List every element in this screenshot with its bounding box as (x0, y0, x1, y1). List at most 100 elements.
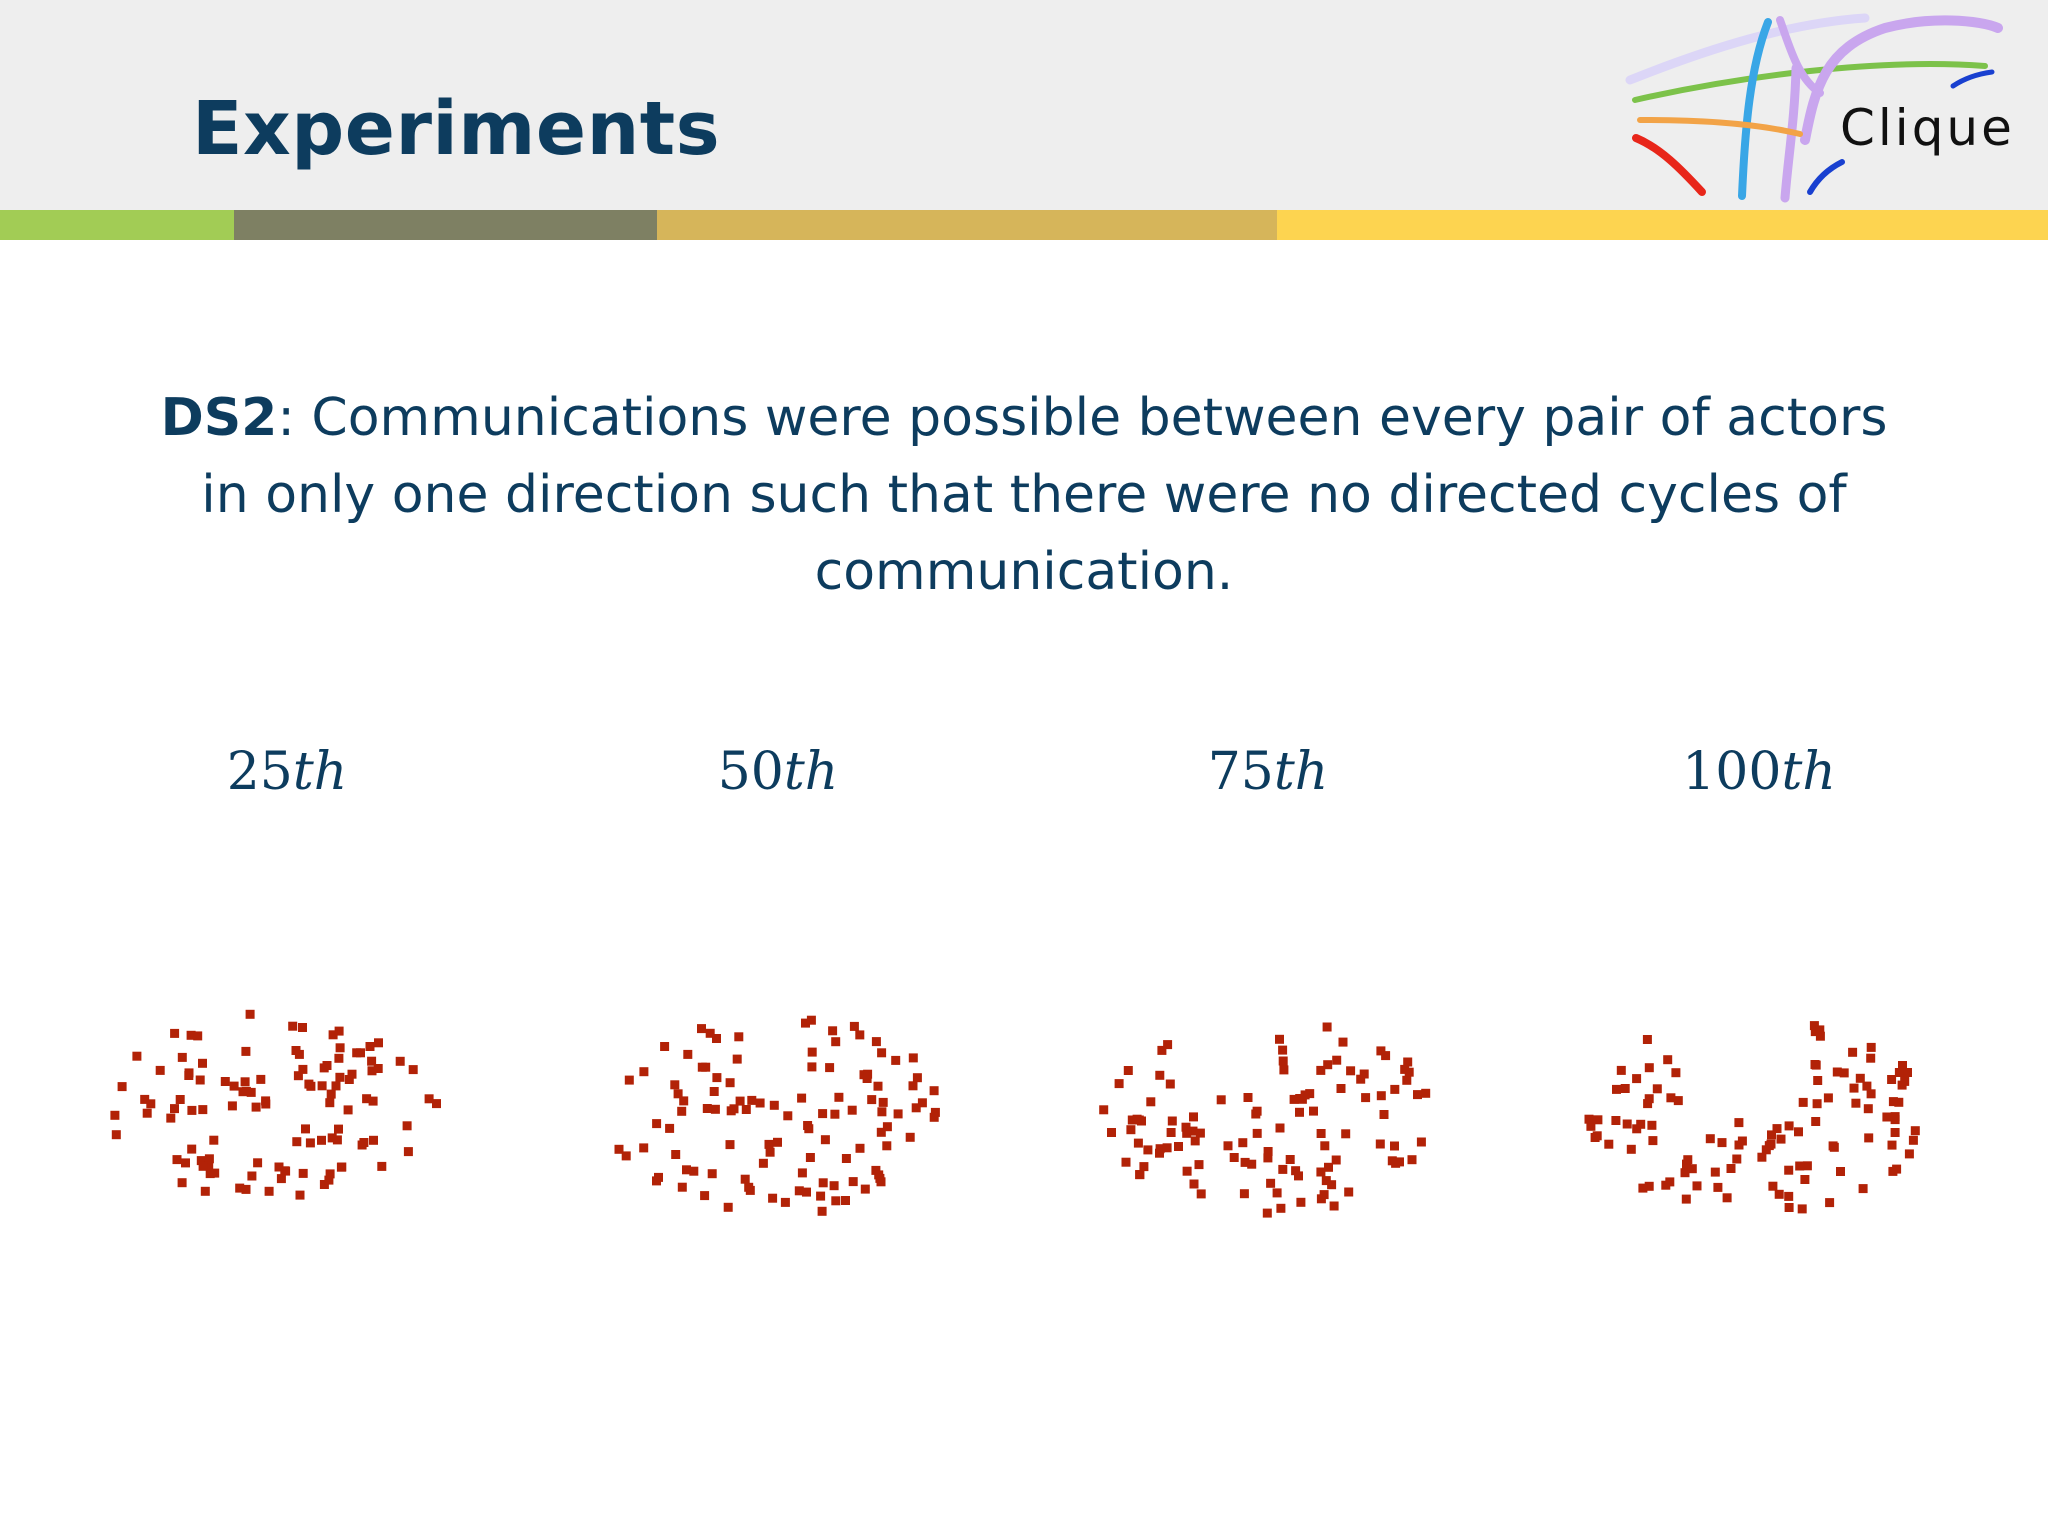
scatter-point (614, 1144, 624, 1154)
scatter-point (707, 1169, 717, 1179)
scatter-panel-2 (614, 1015, 940, 1216)
scatter-point (877, 1048, 887, 1058)
scatter-point (652, 1119, 662, 1129)
scatter-panel-4 (1584, 1021, 1920, 1214)
scatter-point (1604, 1139, 1614, 1149)
stripe-olive (234, 210, 657, 240)
scatter-point (331, 1081, 341, 1091)
scatter-point (1361, 1093, 1371, 1103)
scatter-point (301, 1124, 310, 1134)
scatter-point (229, 1081, 239, 1091)
scatter-point (818, 1109, 828, 1119)
scatter-point (1390, 1141, 1399, 1151)
scatter-point (1133, 1138, 1143, 1148)
scatter-point (256, 1074, 266, 1084)
scatter-point (882, 1141, 892, 1151)
scatter-point (317, 1081, 327, 1091)
scatter-point (240, 1077, 250, 1087)
scatter-point (1229, 1153, 1239, 1162)
scatter-point (1295, 1107, 1304, 1117)
scatter-point (1692, 1181, 1702, 1191)
scatter-point (1811, 1060, 1821, 1070)
scatter-point (1407, 1155, 1417, 1165)
dataset-description: : Communications were possible between e… (201, 388, 1888, 602)
panel-label-75: 75th (1118, 746, 1418, 798)
scatter-point (198, 1058, 207, 1068)
scatter-point (175, 1095, 185, 1104)
scatter-point (1722, 1193, 1732, 1203)
scatter-point (1764, 1141, 1774, 1151)
scatter-point (1612, 1084, 1621, 1094)
scatter-point (848, 1177, 858, 1187)
scatter-point (1289, 1094, 1299, 1104)
scatter-point (1167, 1116, 1177, 1126)
scatter-point (1223, 1141, 1233, 1151)
scatter-point (697, 1062, 707, 1072)
scatter-point (1888, 1166, 1898, 1176)
scatter-point (367, 1056, 377, 1066)
scatter-point (1195, 1128, 1205, 1138)
scatter-point (1416, 1137, 1426, 1147)
scatter-point (1717, 1138, 1727, 1148)
scatter-point (1910, 1126, 1920, 1136)
scatter-point (876, 1127, 886, 1137)
scatter-point (797, 1168, 807, 1178)
scatter-point (1642, 1035, 1652, 1044)
scatter-point (1828, 1141, 1838, 1151)
scatter-point (334, 1026, 344, 1036)
scatter-point (1403, 1057, 1413, 1067)
logo-stroke-purple-arc (1800, 15, 2003, 145)
scatter-point (198, 1105, 208, 1115)
scatter-point (334, 1124, 343, 1134)
scatter-point (170, 1104, 179, 1114)
scatter-point (1146, 1097, 1156, 1107)
scatter-point (1681, 1194, 1691, 1204)
scatter-point (1189, 1112, 1198, 1122)
scatter-point (1767, 1130, 1776, 1140)
scatter-point (235, 1183, 245, 1193)
scatter-point (210, 1168, 220, 1178)
scatter-point (403, 1147, 413, 1157)
scatter-point (1275, 1034, 1284, 1044)
scatter-point (1797, 1204, 1807, 1214)
scatter-panel-3 (1099, 1022, 1431, 1218)
scatter-point (765, 1147, 775, 1157)
scatter-point (187, 1105, 197, 1115)
scatter-point (264, 1186, 274, 1196)
scatter-point (1099, 1105, 1109, 1115)
scatter-point (891, 1055, 901, 1065)
scatter-point (871, 1037, 881, 1047)
panel-number: 50 (717, 742, 784, 802)
scatter-point (679, 1096, 689, 1106)
scatter-point (773, 1137, 782, 1147)
scatter-point (1262, 1208, 1272, 1218)
scatter-point (1795, 1161, 1805, 1171)
scatter-point (1887, 1140, 1897, 1150)
scatter-point (198, 1161, 208, 1171)
scatter-point (807, 1047, 817, 1057)
scatter-point (292, 1137, 302, 1147)
scatter-point (1194, 1160, 1204, 1170)
scatter-point (241, 1046, 251, 1056)
scatter-point (1593, 1115, 1603, 1125)
scatter-point (764, 1139, 774, 1149)
scatter-point (1263, 1153, 1273, 1163)
scatter-point (1421, 1088, 1431, 1098)
scatter-point (794, 1186, 804, 1196)
logo-stroke-orange (1637, 117, 1803, 137)
scatter-point (654, 1172, 663, 1182)
scatter-point (241, 1184, 251, 1194)
scatter-point (1620, 1084, 1630, 1093)
scatter-point (1811, 1117, 1821, 1126)
scatter-point (702, 1104, 712, 1113)
scatter-point (155, 1065, 165, 1075)
scatter-point (725, 1078, 735, 1088)
scatter-point (740, 1174, 750, 1184)
scatter-point (712, 1073, 722, 1083)
panel-label-25: 25th (137, 746, 437, 798)
scatter-point (1683, 1155, 1693, 1165)
scatter-point (367, 1066, 377, 1076)
scatter-point (1648, 1136, 1658, 1146)
scatter-point (1887, 1075, 1897, 1084)
scatter-point (261, 1099, 271, 1109)
